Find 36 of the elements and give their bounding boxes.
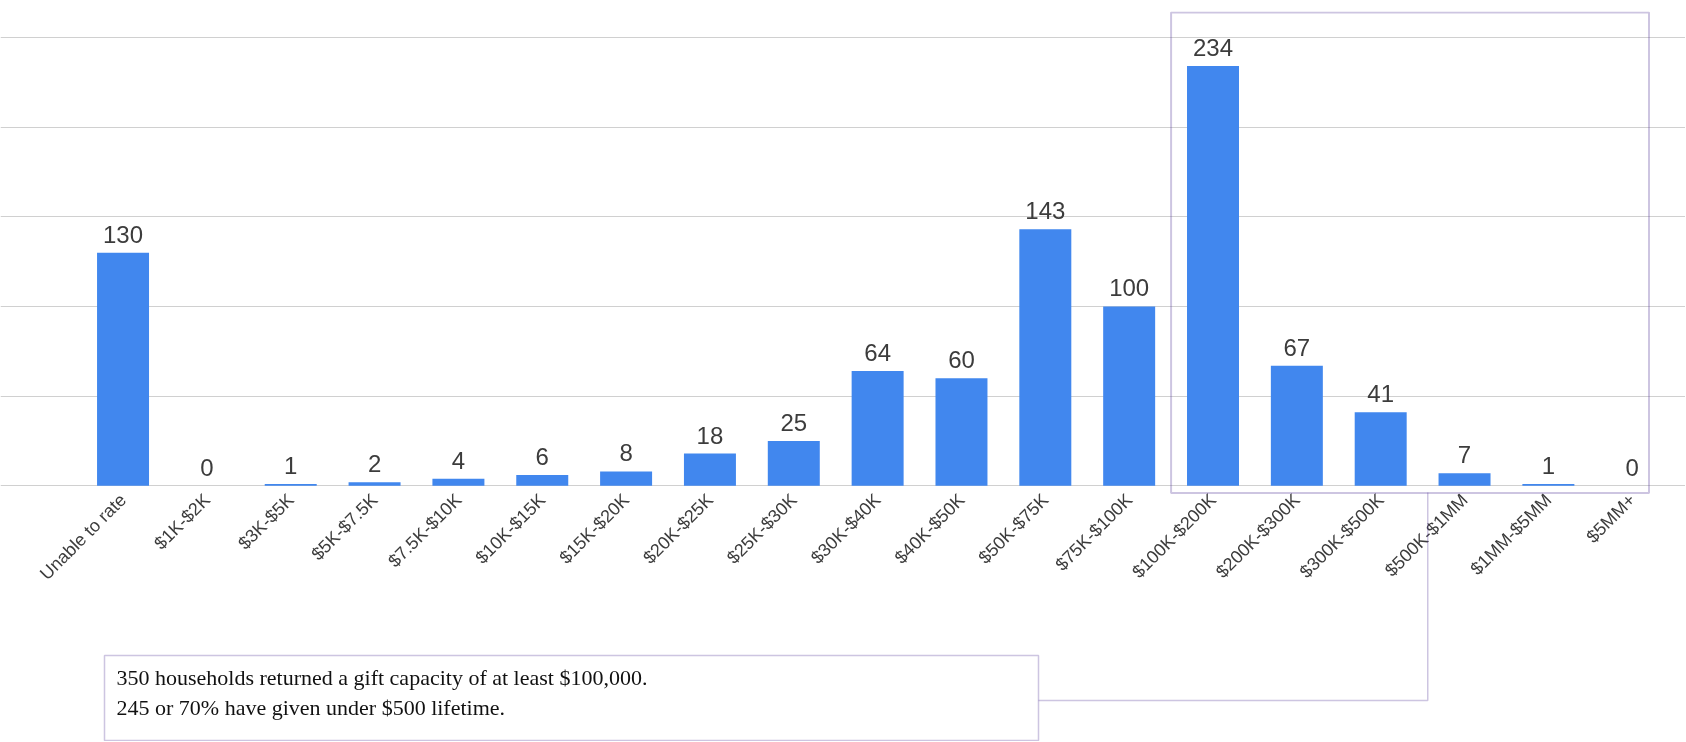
bar [1354, 412, 1407, 486]
data-label: 18 [696, 421, 724, 449]
bar [767, 441, 820, 486]
data-label: 60 [948, 346, 975, 374]
data-label: 41 [1367, 380, 1395, 408]
bar [1103, 306, 1156, 486]
data-label: 8 [619, 439, 633, 467]
bar [683, 453, 736, 486]
data-label: 64 [864, 339, 891, 367]
data-label: 100 [1109, 274, 1150, 302]
bar [348, 482, 401, 486]
bar [516, 475, 569, 486]
bar [432, 478, 485, 486]
bar [600, 471, 653, 486]
data-label: 0 [200, 453, 214, 481]
bar [1270, 365, 1323, 486]
bar [851, 371, 904, 486]
data-label: 6 [535, 443, 549, 471]
data-label: 130 [103, 220, 144, 248]
bar [1019, 229, 1072, 486]
text: 245 or 70% have given under $500 lifetime. [116, 694, 506, 720]
bar [935, 378, 988, 486]
data-label: 4 [451, 446, 466, 474]
bar [97, 252, 150, 486]
bar [1187, 66, 1239, 486]
data-label: 1 [1541, 452, 1556, 480]
data-label: 7 [1457, 441, 1472, 469]
data-label: 234 [1192, 34, 1234, 62]
data-label: 67 [1283, 333, 1311, 361]
bar [1438, 473, 1491, 486]
text: 350 households returned a gift capacity of at least $100,000. [116, 664, 648, 690]
data-label: 1 [284, 452, 298, 480]
data-label: 143 [1025, 197, 1066, 225]
data-label: 25 [780, 409, 808, 436]
data-label: 2 [367, 450, 382, 478]
data-label: 0 [1625, 453, 1639, 481]
